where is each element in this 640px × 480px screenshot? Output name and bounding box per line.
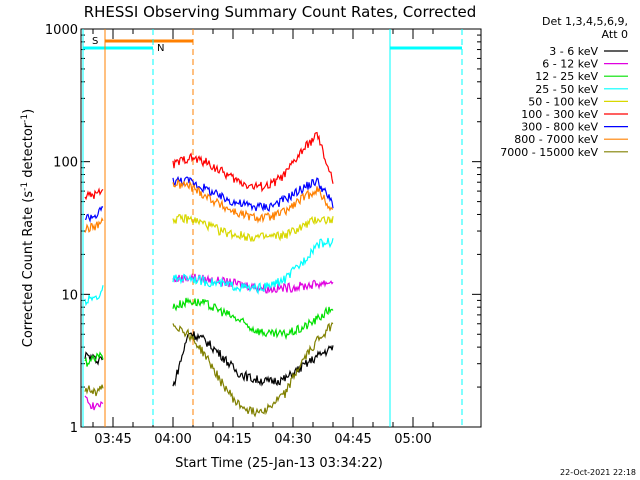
series-line-12-25-kev [172, 297, 334, 341]
x-tick-label: 04:45 [334, 432, 371, 447]
y-tick-label: 1 [70, 421, 78, 436]
y-tick-label: 1000 [45, 23, 78, 38]
series-line-12-25-kev [84, 351, 104, 367]
series-line-100-300-kev [84, 187, 104, 201]
x-axis: 03:45 04:00 04:15 04:30 04:45 05:00 [92, 29, 434, 447]
series-group [84, 131, 334, 418]
legend-entry-label: 25 - 50 keV [535, 83, 598, 96]
x-tick-label: 03:45 [94, 432, 131, 447]
legend-entry-label: 7000 - 15000 keV [500, 146, 598, 159]
chart-title: RHESSI Observing Summary Count Rates, Co… [84, 3, 477, 21]
footer-date: 22-Oct-2021 22:18 [560, 468, 636, 477]
y-axis-label-part1: Corrected Count Rate (s [21, 191, 36, 348]
series-line-7000-15000-kev [172, 322, 334, 418]
x-tick-label: 04:30 [274, 432, 311, 447]
legend-entry-label: 100 - 300 keV [521, 108, 598, 121]
series-line-3-6-kev [172, 331, 334, 387]
series-line-800-7000-kev [84, 216, 104, 233]
x-tick-label: 05:00 [394, 432, 431, 447]
series-line-100-300-kev [172, 131, 334, 193]
y-axis-label-sup2: -1 [20, 114, 30, 123]
y-axis-label-sup1: -1 [20, 182, 30, 191]
x-tick-label: 04:15 [214, 432, 251, 447]
y-axis-label: Corrected Count Rate (s-1 detector-1) [20, 109, 36, 347]
series-line-50-100-kev [172, 214, 334, 242]
y-axis-label-part3: ) [21, 109, 36, 114]
series-line-300-800-kev [84, 206, 104, 223]
y-tick-label: 10 [61, 288, 78, 303]
series-line-300-800-kev [172, 175, 334, 212]
y-axis: 1 10 100 1000 [45, 23, 481, 436]
series-line-25-50-kev [84, 285, 104, 307]
legend-header-attenuator: Att 0 [602, 28, 628, 41]
series-line-800-7000-kev [172, 178, 334, 224]
x-tick-label: 04:00 [154, 432, 191, 447]
legend-entry-label: 50 - 100 keV [528, 95, 598, 108]
series-line-6-12-kev [84, 395, 104, 411]
series-line-25-50-kev [172, 237, 334, 295]
series-line-7000-15000-kev [84, 384, 104, 397]
y-tick-label: 100 [53, 156, 78, 171]
legend-entry-label: 6 - 12 keV [542, 58, 598, 71]
saa-flag-label: S [92, 36, 98, 47]
legend-entry-label: 12 - 25 keV [535, 70, 598, 83]
x-axis-label: Start Time (25-Jan-13 03:34:22) [175, 456, 383, 471]
attenuator-flags: SN [82, 29, 463, 427]
legend-entry-label: 800 - 7000 keV [514, 133, 598, 146]
legend-entry-label: 3 - 6 keV [549, 45, 598, 58]
y-axis-label-part2: detector [21, 122, 36, 182]
night-flag-label: N [157, 43, 164, 54]
legend-entry-label: 300 - 800 keV [521, 121, 598, 134]
plot-frame [80, 28, 482, 428]
series-line-3-6-kev [84, 351, 104, 366]
legend-header-detectors: Det 1,3,4,5,6,9, [542, 15, 628, 28]
